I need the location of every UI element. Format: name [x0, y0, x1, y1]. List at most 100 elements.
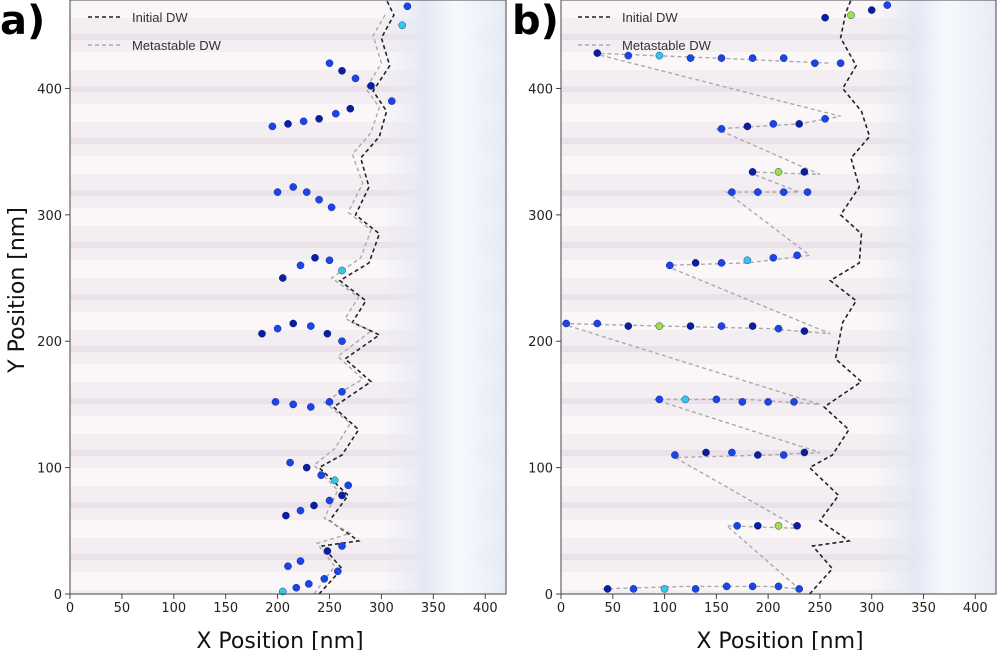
data-point [306, 322, 315, 330]
series-line-initial-dw [808, 0, 871, 595]
data-point [728, 188, 736, 196]
data-point [779, 451, 788, 459]
data-point [268, 122, 277, 131]
data-point [593, 319, 602, 328]
data-point [351, 74, 360, 83]
data-point [387, 97, 396, 105]
y-tick-label: 100 [528, 462, 553, 477]
data-point [748, 322, 757, 330]
x-tick-label: 100 [161, 601, 186, 616]
data-point [769, 253, 778, 262]
data-point [624, 322, 633, 330]
data-point [733, 522, 741, 530]
data-point [325, 256, 334, 265]
data-point [754, 188, 762, 196]
data-point [686, 54, 695, 62]
data-point [660, 585, 669, 593]
data-point [289, 183, 298, 191]
x-tick-label: 250 [808, 601, 833, 616]
data-point [655, 51, 664, 60]
x-tick-label: 400 [473, 601, 498, 616]
data-point [296, 557, 305, 565]
data-point [338, 266, 346, 275]
y-tick-label: 300 [528, 209, 553, 224]
series-line-initial-dw [317, 0, 395, 595]
data-point [691, 585, 700, 593]
data-point [338, 387, 346, 396]
legend-label-metastable: Metastable DW [622, 38, 712, 53]
data-point [779, 188, 788, 196]
x-tick-label: 400 [963, 601, 988, 616]
data-point [286, 458, 294, 467]
data-point [624, 51, 633, 60]
data-point [691, 259, 700, 267]
y-tick-label: 400 [528, 82, 553, 97]
panel-label-b: b) [512, 0, 559, 44]
data-point [593, 49, 602, 57]
data-point [302, 188, 311, 196]
data-point [327, 203, 336, 212]
x-tick-label: 0 [66, 601, 74, 616]
y-tick-label: 200 [528, 335, 553, 350]
y-tick-label: 400 [37, 82, 62, 97]
data-point [282, 511, 290, 520]
x-tick-label: 150 [704, 601, 729, 616]
data-point [717, 125, 726, 133]
data-point [311, 253, 319, 262]
data-point [811, 59, 819, 68]
data-point [793, 251, 801, 260]
data-point [754, 451, 762, 459]
x-tick-label: 250 [317, 601, 342, 616]
data-point [289, 400, 298, 409]
legend-b: Initial DW Metastable DW [578, 10, 712, 53]
data-point [743, 122, 752, 131]
y-tick-label: 300 [37, 209, 62, 224]
data-point [666, 261, 674, 270]
data-point [717, 54, 726, 62]
data-point [774, 582, 783, 591]
data-point [803, 188, 812, 196]
x-tick-label: 200 [265, 601, 290, 616]
data-point [304, 580, 313, 588]
legend-a: Initial DW Metastable DW [88, 10, 222, 53]
data-point [284, 562, 292, 571]
panel-b: b) 0 50 100 150 200 250 300 350 400 0 100 200 300 400… [512, 0, 997, 650]
data-point [836, 59, 845, 68]
x-tick-label: 50 [605, 601, 622, 616]
x-tick-label: 350 [421, 601, 446, 616]
data-point [317, 471, 326, 480]
data-point [296, 261, 305, 270]
data-point [847, 11, 855, 20]
data-point [333, 567, 342, 576]
data-point [800, 448, 809, 457]
data-point [681, 395, 690, 404]
data-point [821, 115, 829, 123]
data-point [655, 395, 664, 404]
data-point [795, 585, 804, 593]
data-point [330, 476, 339, 485]
data-point [790, 398, 798, 406]
x-tick-label: 100 [652, 601, 677, 616]
data-point [774, 522, 783, 530]
x-tick-label: 350 [911, 601, 936, 616]
data-point [323, 329, 332, 338]
data-point [325, 59, 334, 68]
x-tick-label: 300 [369, 601, 394, 616]
x-tick-label: 0 [557, 601, 565, 616]
data-point [344, 481, 353, 490]
data-point [629, 585, 638, 593]
data-point [795, 120, 804, 128]
data-point [821, 13, 829, 22]
data-point [310, 501, 318, 510]
data-point [271, 398, 280, 406]
data-point [338, 337, 346, 346]
data-point [292, 583, 301, 592]
data-point [346, 104, 355, 113]
data-point [748, 582, 757, 591]
data-point [284, 120, 292, 128]
data-point [671, 451, 679, 459]
data-point [299, 117, 308, 126]
x-axis-title-b: X Position [nm] [696, 629, 863, 650]
data-point [331, 109, 340, 118]
